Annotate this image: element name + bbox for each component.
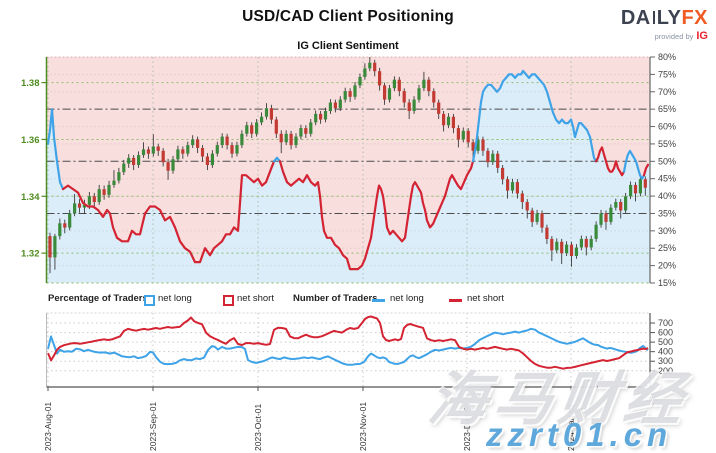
legend-pct-net-short: net short xyxy=(237,293,274,304)
chart-subtitle: IG Client Sentiment xyxy=(297,40,399,52)
net-short-line-icon xyxy=(449,299,462,302)
svg-text:1.34: 1.34 xyxy=(21,192,40,203)
svg-text:300: 300 xyxy=(658,356,673,366)
dailyfx-logo-text: DA LY FX xyxy=(621,8,708,28)
svg-text:400: 400 xyxy=(658,347,673,357)
legend-pct-label: Percentage of Traders xyxy=(48,293,148,304)
svg-text:700: 700 xyxy=(658,318,673,328)
svg-text:25%: 25% xyxy=(658,243,676,253)
dailyfx-logo: DA LY FX provided by IG xyxy=(621,8,708,42)
logo-part-da: DA xyxy=(620,7,651,29)
svg-text:2023-Oct-01: 2023-Oct-01 xyxy=(253,403,263,451)
legend-pct-net-long: net long xyxy=(158,293,192,304)
svg-text:2023-Nov-01: 2023-Nov-01 xyxy=(358,402,368,451)
svg-text:55%: 55% xyxy=(658,139,676,149)
svg-text:35%: 35% xyxy=(658,208,676,218)
logo-bar xyxy=(652,10,655,24)
svg-text:600: 600 xyxy=(658,328,673,338)
net-long-line-icon xyxy=(372,299,385,302)
legend-num-net-long: net long xyxy=(390,293,424,304)
svg-text:30%: 30% xyxy=(658,226,676,236)
svg-text:1.32: 1.32 xyxy=(21,249,40,260)
svg-text:75%: 75% xyxy=(658,69,676,79)
ig-logo: IG xyxy=(696,30,708,42)
svg-text:80%: 80% xyxy=(658,52,676,62)
svg-text:70%: 70% xyxy=(658,87,676,97)
svg-text:20%: 20% xyxy=(658,261,676,271)
page-title: USD/CAD Client Positioning xyxy=(242,8,454,25)
net-short-square-icon xyxy=(223,295,234,306)
svg-text:45%: 45% xyxy=(658,174,676,184)
svg-text:500: 500 xyxy=(658,337,673,347)
legend-num-label: Number of Traders xyxy=(293,293,378,304)
net-long-square-icon xyxy=(144,295,155,306)
svg-text:2023-Aug-01: 2023-Aug-01 xyxy=(43,402,53,451)
main-chart-panel: 1.38 1.36 1.34 1.32 80% 75% 70% 65% 60% 55% 50% 45%… xyxy=(21,52,676,288)
logo-part-ly: LY xyxy=(656,7,682,29)
svg-text:2024-Jan-01: 2024-Jan-01 xyxy=(566,403,576,451)
svg-text:2023-Sep-01: 2023-Sep-01 xyxy=(148,402,158,451)
svg-text:50%: 50% xyxy=(658,156,676,166)
svg-text:40%: 40% xyxy=(658,191,676,201)
svg-text:200: 200 xyxy=(658,366,673,376)
svg-text:60%: 60% xyxy=(658,122,676,132)
provided-by: provided by IG xyxy=(654,30,708,42)
svg-text:15%: 15% xyxy=(658,278,676,288)
legend-num-net-short: net short xyxy=(467,293,504,304)
svg-text:65%: 65% xyxy=(658,104,676,114)
logo-part-fx: FX xyxy=(681,7,708,29)
svg-text:1.36: 1.36 xyxy=(21,135,40,146)
legend: Percentage of Traders net long net short… xyxy=(0,291,716,309)
svg-text:2023-Dec-01: 2023-Dec-01 xyxy=(462,402,472,451)
svg-text:1.38: 1.38 xyxy=(21,78,40,89)
